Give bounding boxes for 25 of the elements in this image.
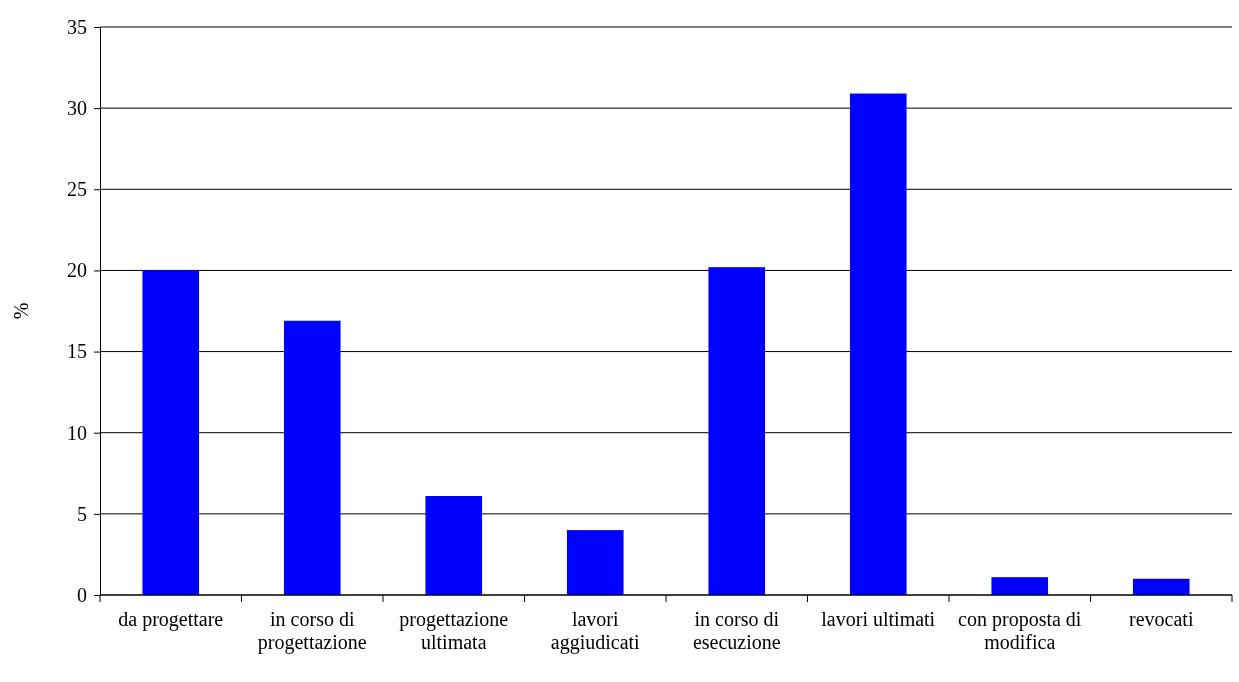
y-tick-label: 35 (67, 15, 87, 38)
x-tick-label: lavori ultimati (821, 608, 936, 630)
bar (142, 270, 200, 595)
y-tick-label: 5 (77, 502, 87, 525)
bar (566, 530, 624, 595)
bar (849, 93, 907, 595)
bar (1132, 578, 1190, 595)
bar (425, 496, 483, 595)
y-axis-title: % (10, 302, 32, 320)
y-tick-label: 15 (67, 340, 87, 363)
x-tick-label: in corso di progettazione (257, 608, 367, 654)
x-tick-label: in corso di esecuzione (692, 608, 781, 653)
bar (283, 320, 341, 595)
x-tick-label: lavori aggiudicati (550, 608, 641, 654)
bar (991, 577, 1049, 595)
y-tick-label: 10 (67, 421, 87, 444)
y-tick-label: 25 (67, 178, 87, 201)
x-tick-label: da progettare (118, 608, 224, 631)
y-tick-label: 0 (77, 583, 87, 606)
x-tick-label: revocati (1129, 608, 1194, 630)
x-tick-label: con proposta di modifica (958, 608, 1082, 653)
y-tick-label: 20 (67, 259, 87, 282)
y-tick-label: 30 (67, 97, 87, 120)
bar (708, 267, 766, 595)
x-tick-label: progettazione ultimata (399, 608, 509, 653)
